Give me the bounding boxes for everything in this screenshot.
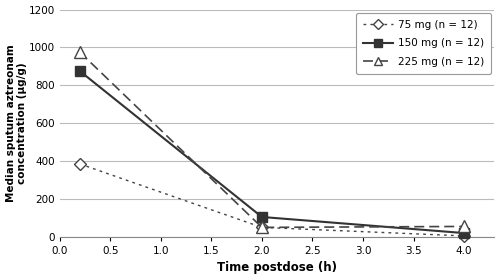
Line: 150 mg (n = 12): 150 mg (n = 12)	[75, 66, 469, 238]
Line: 225 mg (n = 12): 225 mg (n = 12)	[74, 46, 469, 233]
150 mg (n = 12)	[77, 69, 83, 73]
225 mg (n = 12)	[259, 226, 265, 229]
Y-axis label: Median sputum aztreonam
concentration (µg/g): Median sputum aztreonam concentration (µ…	[6, 44, 27, 202]
225 mg (n = 12)	[461, 225, 467, 228]
75 mg (n = 12)	[259, 226, 265, 229]
75 mg (n = 12)	[77, 162, 83, 165]
150 mg (n = 12)	[461, 231, 467, 235]
X-axis label: Time postdose (h): Time postdose (h)	[217, 262, 337, 274]
Legend: 75 mg (n = 12), 150 mg (n = 12), 225 mg (n = 12): 75 mg (n = 12), 150 mg (n = 12), 225 mg …	[356, 13, 492, 74]
150 mg (n = 12)	[259, 215, 265, 219]
Line: 75 mg (n = 12): 75 mg (n = 12)	[76, 160, 468, 240]
225 mg (n = 12)	[77, 50, 83, 54]
75 mg (n = 12)	[461, 234, 467, 238]
